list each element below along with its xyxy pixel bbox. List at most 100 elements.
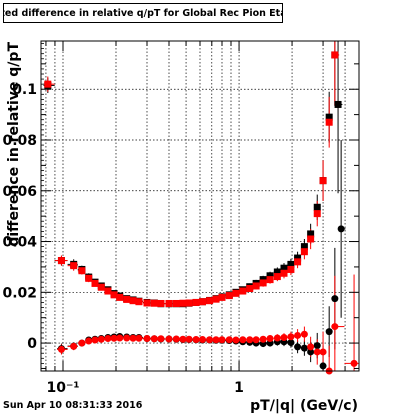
y-tick-label: 0.06 [2,184,37,200]
point-circle-red [212,336,220,344]
point-square-black [287,260,295,268]
point-circle-black [337,225,345,233]
point-square-red [294,258,302,266]
point-square-red [91,279,99,287]
point-square-black [273,268,281,276]
point-circle-red [85,337,93,345]
point-circle-red [192,336,200,344]
point-circle-red [266,335,274,343]
point-circle-red [129,334,137,342]
y-tick-label: 0.1 [12,82,37,98]
point-square-red [110,291,118,299]
point-square-red [165,299,173,307]
point-square-red [218,293,226,301]
point-square-red [44,80,52,88]
point-square-red [232,289,240,297]
point-square-red [319,177,327,185]
point-circle-red [252,336,260,344]
timestamp: Sun Apr 10 08:31:33 2016 [3,400,143,411]
point-circle-black [287,339,295,347]
point-circle-red [78,339,86,347]
point-square-red [287,265,295,273]
point-circle-red [206,336,214,344]
point-square-red [266,276,274,284]
point-square-red [172,299,180,307]
point-circle-red [273,334,281,342]
point-square-black [300,243,308,251]
point-square-red [192,298,200,306]
point-square-black [307,230,315,238]
point-circle-red [70,342,78,350]
point-square-red [246,285,254,292]
point-square-red [157,299,165,307]
point-circle-red [172,335,180,343]
tick-labels: 0 0.02 0.04 0.06 0.08 0.1 10⁻¹ 1 [2,82,243,396]
point-circle-red [123,334,131,342]
point-square-red [116,293,124,301]
data-points [44,51,358,375]
point-circle-red [218,336,226,344]
point-circle-red [225,336,233,344]
point-circle-red [135,334,143,342]
y-tick-label: 0.02 [2,285,37,301]
point-square-black [313,203,321,211]
point-circle-red [91,336,99,344]
point-circle-red [246,336,254,344]
point-square-black [334,100,342,108]
point-circle-red [57,345,65,353]
point-circle-red [232,336,240,344]
point-square-red [206,297,214,305]
point-circle-black [331,295,339,303]
y-tick-label: 0.04 [2,235,37,251]
point-circle-red [294,331,302,339]
point-square-red [78,267,86,275]
point-square-red [129,297,137,305]
y-axis-title: difference in relative q/pT [6,42,22,247]
point-square-red [313,210,321,218]
y-tick-label: 0 [27,336,37,352]
point-circle-black [294,343,302,351]
point-circle-red [179,335,187,343]
point-square-red [280,269,288,277]
point-square-red [325,118,333,126]
point-circle-red [116,334,124,342]
point-square-red [300,248,308,256]
point-circle-red [143,335,151,343]
point-circle-red [259,335,267,343]
point-circle-red [280,333,288,341]
y-tick-label: 0.08 [2,133,37,149]
point-circle-red [331,323,339,331]
point-square-red [199,298,207,306]
point-square-red [212,295,220,303]
point-circle-red [185,335,193,343]
point-square-black [266,272,274,280]
chart-title: Fitted difference in relative q/pT for G… [4,7,282,19]
point-circle-red [239,336,247,344]
point-circle-red [97,335,105,343]
point-circle-red [157,335,165,343]
point-circle-red [287,333,295,341]
grid-lines [41,41,359,371]
chart-title-box: Fitted difference in relative q/pT for G… [3,3,283,23]
point-circle-red [104,335,112,343]
point-circle-red [150,335,158,343]
point-circle-red [319,348,327,356]
point-square-red [179,299,187,307]
point-square-red [135,298,143,306]
point-circle-black [307,348,315,356]
x-axis-title: pT/|q| (GeV/c) [250,398,358,414]
point-square-black [280,264,288,272]
point-square-red [252,282,260,290]
point-square-red [259,279,267,287]
point-square-black [325,113,333,121]
point-circle-red [307,343,315,351]
point-square-red [225,292,233,300]
point-square-black [294,254,302,262]
point-circle-black [325,328,333,336]
axis-ticks [41,41,359,371]
point-circle-red [313,348,321,356]
x-tick-label: 1 [234,380,244,396]
point-circle-red [350,359,358,367]
point-square-red [85,274,93,282]
